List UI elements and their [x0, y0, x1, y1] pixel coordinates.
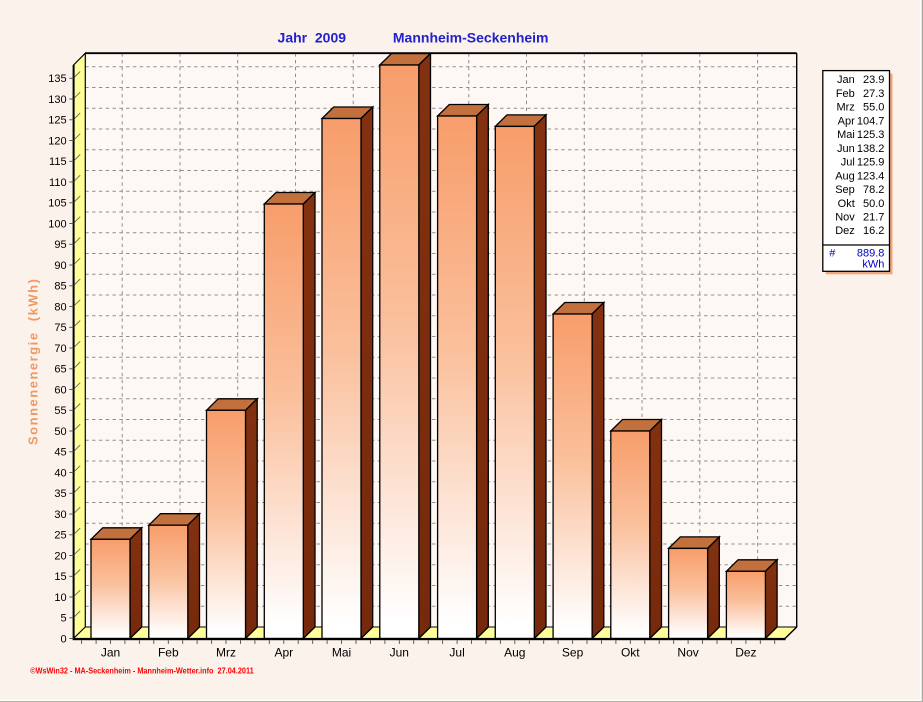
svg-text:85: 85 [54, 281, 66, 293]
svg-text:0: 0 [60, 633, 66, 645]
svg-text:Apr: Apr [838, 115, 855, 127]
svg-text:95: 95 [54, 239, 66, 251]
svg-text:Feb: Feb [158, 646, 179, 660]
svg-text:45: 45 [54, 447, 66, 459]
svg-text:50: 50 [54, 426, 66, 438]
svg-text:Mai: Mai [332, 646, 351, 660]
svg-text:Aug: Aug [504, 646, 525, 660]
svg-text:80: 80 [54, 301, 66, 313]
svg-text:Jul: Jul [449, 646, 464, 660]
svg-text:65: 65 [54, 364, 66, 376]
svg-text:#: # [829, 248, 836, 260]
svg-text:70: 70 [54, 343, 66, 355]
svg-text:55: 55 [54, 405, 66, 417]
svg-text:20: 20 [54, 550, 66, 562]
svg-text:125.9: 125.9 [857, 157, 885, 169]
svg-text:130: 130 [48, 94, 66, 106]
svg-text:138.2: 138.2 [857, 143, 885, 155]
svg-text:104.7: 104.7 [857, 115, 885, 127]
svg-text:Nov: Nov [677, 646, 698, 660]
svg-text:kWh: kWh [862, 258, 884, 270]
svg-text:Jahr 2009: Jahr 2009 [278, 30, 347, 46]
svg-text:Nov: Nov [835, 212, 855, 224]
svg-text:5: 5 [60, 613, 66, 625]
svg-text:Feb: Feb [836, 88, 855, 100]
svg-text:Sep: Sep [835, 184, 855, 196]
svg-text:Mannheim-Seckenheim: Mannheim-Seckenheim [393, 30, 549, 46]
svg-text:135: 135 [48, 73, 66, 85]
svg-text:60: 60 [54, 384, 66, 396]
svg-text:110: 110 [49, 177, 67, 189]
svg-text:Aug: Aug [835, 170, 855, 182]
svg-text:21.7: 21.7 [863, 212, 884, 224]
svg-text:Mrz: Mrz [216, 646, 236, 660]
svg-text:27.3: 27.3 [863, 88, 884, 100]
svg-text:Okt: Okt [621, 646, 640, 660]
svg-text:Mrz: Mrz [836, 102, 854, 114]
svg-text:Apr: Apr [274, 646, 293, 660]
svg-text:40: 40 [54, 467, 66, 479]
svg-text:©WsWin32 - MA-Seckenheim - Man: ©WsWin32 - MA-Seckenheim - Mannheim-Wett… [30, 666, 254, 676]
svg-text:Dez: Dez [735, 646, 756, 660]
svg-text:15: 15 [54, 571, 66, 583]
svg-text:Jul: Jul [841, 157, 855, 169]
svg-text:125.3: 125.3 [857, 129, 885, 141]
svg-text:55.0: 55.0 [863, 102, 884, 114]
svg-text:Jan: Jan [837, 74, 855, 86]
svg-text:Sep: Sep [562, 646, 584, 660]
svg-text:Okt: Okt [838, 198, 855, 210]
svg-text:Dez: Dez [835, 225, 855, 237]
svg-text:90: 90 [54, 260, 66, 272]
svg-text:889.8: 889.8 [857, 248, 885, 260]
svg-text:120: 120 [48, 135, 66, 147]
svg-text:100: 100 [48, 218, 66, 230]
svg-text:23.9: 23.9 [863, 74, 884, 86]
svg-text:30: 30 [54, 509, 66, 521]
svg-text:10: 10 [54, 592, 66, 604]
svg-text:123.4: 123.4 [857, 170, 885, 182]
svg-text:25: 25 [54, 530, 66, 542]
svg-text:50.0: 50.0 [863, 198, 884, 210]
svg-text:Jan: Jan [101, 646, 120, 660]
svg-text:115: 115 [49, 156, 67, 168]
svg-text:125: 125 [48, 115, 66, 127]
svg-text:16.2: 16.2 [863, 225, 884, 237]
svg-text:Jun: Jun [390, 646, 409, 660]
svg-text:35: 35 [54, 488, 66, 500]
svg-text:Mai: Mai [837, 129, 855, 141]
svg-text:Sonnenenergie (kWh): Sonnenenergie (kWh) [26, 278, 41, 445]
svg-text:75: 75 [54, 322, 66, 334]
svg-text:105: 105 [48, 198, 66, 210]
svg-text:Jun: Jun [837, 143, 855, 155]
svg-text:78.2: 78.2 [863, 184, 884, 196]
